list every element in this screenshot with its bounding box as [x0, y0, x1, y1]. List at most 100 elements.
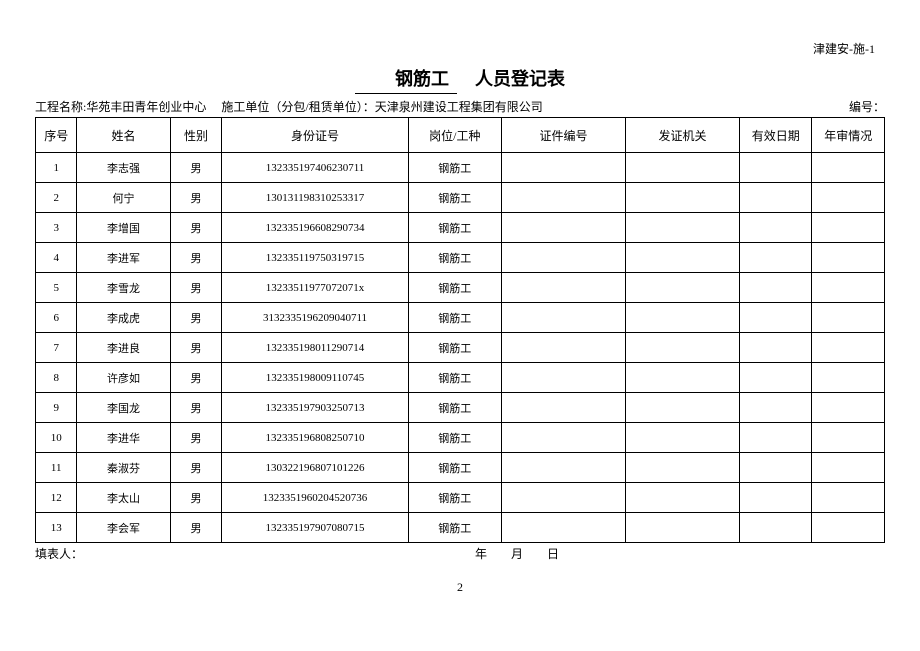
cell-gender: 男: [170, 393, 222, 423]
cell-id: 132335196808250710: [222, 423, 408, 453]
cell-job: 钢筋工: [408, 513, 501, 543]
cell-valid: [739, 303, 811, 333]
cell-issuer: [626, 423, 740, 453]
cell-job: 钢筋工: [408, 453, 501, 483]
cell-seq: 3: [36, 213, 77, 243]
cell-issuer: [626, 513, 740, 543]
cell-valid: [739, 213, 811, 243]
cell-gender: 男: [170, 333, 222, 363]
table-row: 6李成虎男3132335196209040711钢筋工: [36, 303, 885, 333]
cell-job: 钢筋工: [408, 363, 501, 393]
cell-gender: 男: [170, 453, 222, 483]
cell-review: [812, 153, 885, 183]
cell-job: 钢筋工: [408, 483, 501, 513]
cell-issuer: [626, 453, 740, 483]
cell-review: [812, 423, 885, 453]
cell-gender: 男: [170, 363, 222, 393]
cell-valid: [739, 243, 811, 273]
cell-job: 钢筋工: [408, 423, 501, 453]
col-issuer: 发证机关: [626, 118, 740, 153]
cell-name: 李会军: [77, 513, 170, 543]
col-seq: 序号: [36, 118, 77, 153]
document-code: 津建安-施-1: [35, 40, 885, 57]
cell-cert: [501, 153, 625, 183]
serial-label: 编号：: [825, 98, 885, 115]
cell-cert: [501, 213, 625, 243]
filler-label: 填表人：: [35, 545, 395, 562]
cell-gender: 男: [170, 483, 222, 513]
cell-job: 钢筋工: [408, 303, 501, 333]
cell-id: 132335196608290734: [222, 213, 408, 243]
cell-id: 132335198009110745: [222, 363, 408, 393]
footer: 填表人： 年 月 日: [35, 545, 885, 562]
cell-name: 李进军: [77, 243, 170, 273]
cell-name: 李志强: [77, 153, 170, 183]
cell-name: 李太山: [77, 483, 170, 513]
table-row: 8许彦如男132335198009110745钢筋工: [36, 363, 885, 393]
cell-id: 132335198011290714: [222, 333, 408, 363]
table-row: 7李进良男132335198011290714钢筋工: [36, 333, 885, 363]
cell-name: 李雪龙: [77, 273, 170, 303]
cell-issuer: [626, 243, 740, 273]
cell-id: 3132335196209040711: [222, 303, 408, 333]
cell-issuer: [626, 333, 740, 363]
project-label: 工程名称:: [35, 100, 86, 114]
col-job: 岗位/工种: [408, 118, 501, 153]
cell-job: 钢筋工: [408, 183, 501, 213]
contractor-label: 施工单位（分包/租赁单位）：: [221, 100, 374, 114]
cell-cert: [501, 303, 625, 333]
project-name: 华苑丰田青年创业中心: [86, 100, 206, 114]
table-row: 5李雪龙男13233511977072071x钢筋工: [36, 273, 885, 303]
cell-name: 李进良: [77, 333, 170, 363]
cell-cert: [501, 483, 625, 513]
cell-job: 钢筋工: [408, 213, 501, 243]
cell-gender: 男: [170, 213, 222, 243]
cell-valid: [739, 273, 811, 303]
cell-seq: 13: [36, 513, 77, 543]
cell-id: 1323351960204520736: [222, 483, 408, 513]
cell-review: [812, 393, 885, 423]
cell-id: 130131198310253317: [222, 183, 408, 213]
table-row: 11秦淑芬男130322196807101226钢筋工: [36, 453, 885, 483]
col-review: 年审情况: [812, 118, 885, 153]
cell-review: [812, 483, 885, 513]
title-suffix: 人员登记表: [457, 69, 565, 89]
cell-review: [812, 183, 885, 213]
cell-gender: 男: [170, 273, 222, 303]
cell-cert: [501, 423, 625, 453]
cell-review: [812, 363, 885, 393]
title-job-type: 钢筋工: [355, 65, 457, 94]
cell-valid: [739, 363, 811, 393]
cell-job: 钢筋工: [408, 393, 501, 423]
col-name: 姓名: [77, 118, 170, 153]
cell-review: [812, 513, 885, 543]
cell-valid: [739, 483, 811, 513]
cell-issuer: [626, 393, 740, 423]
cell-cert: [501, 513, 625, 543]
cell-seq: 5: [36, 273, 77, 303]
cell-valid: [739, 453, 811, 483]
cell-issuer: [626, 183, 740, 213]
cell-issuer: [626, 363, 740, 393]
subheader: 工程名称:华苑丰田青年创业中心 施工单位（分包/租赁单位）：天津泉州建设工程集团…: [35, 98, 885, 115]
date-label: 年 月 日: [395, 545, 885, 562]
table-row: 3李增国男132335196608290734钢筋工: [36, 213, 885, 243]
cell-name: 李增国: [77, 213, 170, 243]
cell-gender: 男: [170, 183, 222, 213]
col-gender: 性别: [170, 118, 222, 153]
cell-gender: 男: [170, 423, 222, 453]
cell-name: 许彦如: [77, 363, 170, 393]
cell-gender: 男: [170, 153, 222, 183]
cell-issuer: [626, 153, 740, 183]
table-row: 4李进军男132335119750319715钢筋工: [36, 243, 885, 273]
cell-job: 钢筋工: [408, 333, 501, 363]
cell-name: 李进华: [77, 423, 170, 453]
table-row: 10李进华男132335196808250710钢筋工: [36, 423, 885, 453]
cell-seq: 8: [36, 363, 77, 393]
cell-valid: [739, 513, 811, 543]
cell-seq: 10: [36, 423, 77, 453]
cell-gender: 男: [170, 243, 222, 273]
cell-id: 130322196807101226: [222, 453, 408, 483]
cell-gender: 男: [170, 513, 222, 543]
cell-seq: 1: [36, 153, 77, 183]
